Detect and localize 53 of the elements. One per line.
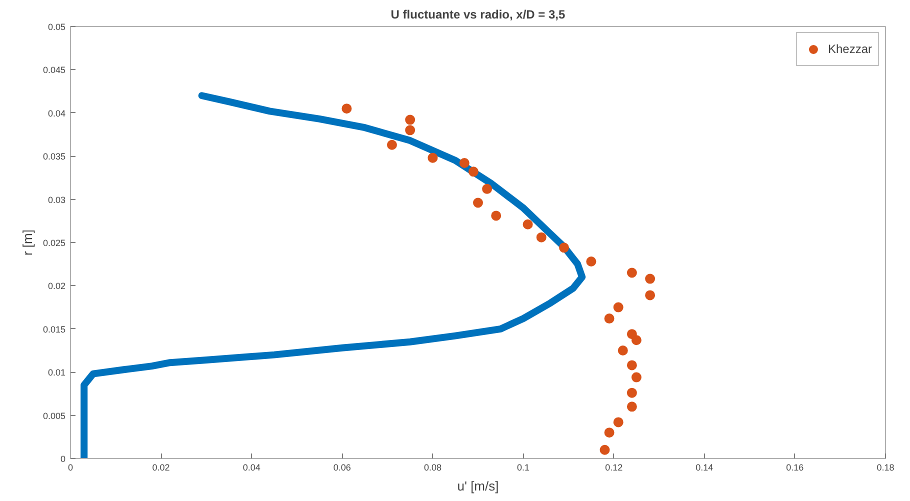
point <box>559 242 570 253</box>
point <box>613 302 624 312</box>
y-tick-label: 0.03 <box>48 194 66 205</box>
x-axis-title: u' [m/s] <box>457 478 499 494</box>
x-tick-label: 0.02 <box>152 462 170 472</box>
y-tick-label: 0.035 <box>42 152 66 162</box>
x-tick-label: 0.1 <box>517 462 530 472</box>
x-tick-label: 0 <box>68 462 74 472</box>
y-tick-label: 0.01 <box>48 368 66 378</box>
point <box>586 256 596 266</box>
point <box>626 402 637 412</box>
y-tick-label: 0.05 <box>48 22 66 32</box>
point <box>631 335 642 346</box>
x-tick-label: 0.16 <box>786 462 804 472</box>
chart-title: U fluctuante vs radio, x/D = 3,5 <box>390 8 566 22</box>
point <box>459 158 470 168</box>
point <box>482 184 492 194</box>
point <box>626 268 637 278</box>
x-tick-label: 0.04 <box>242 462 260 472</box>
point <box>536 232 546 242</box>
x-tick-label: 0.08 <box>424 462 442 472</box>
point <box>645 290 656 300</box>
point <box>491 210 502 221</box>
y-tick-label: 0.025 <box>42 238 66 248</box>
point <box>522 219 533 230</box>
point <box>600 444 610 455</box>
y-tick-label: 0.02 <box>48 281 66 292</box>
point <box>645 274 656 284</box>
point <box>428 152 438 163</box>
point <box>631 372 642 382</box>
y-axis-title: r [m] <box>20 229 35 256</box>
y-tick-label: 0.045 <box>42 65 66 76</box>
y-tick-label: 0.04 <box>48 108 66 118</box>
point <box>604 428 614 438</box>
legend-label: Khezzar <box>828 42 872 56</box>
point <box>342 104 352 114</box>
point <box>405 114 416 125</box>
point <box>405 125 416 136</box>
y-tick-label: 0.005 <box>42 410 66 421</box>
x-tick-label: 0.06 <box>333 462 351 472</box>
y-tick-label: 0.015 <box>42 324 66 334</box>
point <box>604 314 614 324</box>
x-tick-label: 0.18 <box>876 462 894 472</box>
point <box>613 417 624 428</box>
point <box>468 166 478 177</box>
point <box>626 388 637 398</box>
x-tick-label: 0.14 <box>696 462 714 472</box>
point <box>618 346 628 356</box>
point <box>386 140 397 150</box>
point <box>626 360 637 370</box>
point <box>473 198 483 208</box>
x-tick-label: 0.12 <box>605 462 623 472</box>
y-tick-label: 0 <box>60 454 66 464</box>
